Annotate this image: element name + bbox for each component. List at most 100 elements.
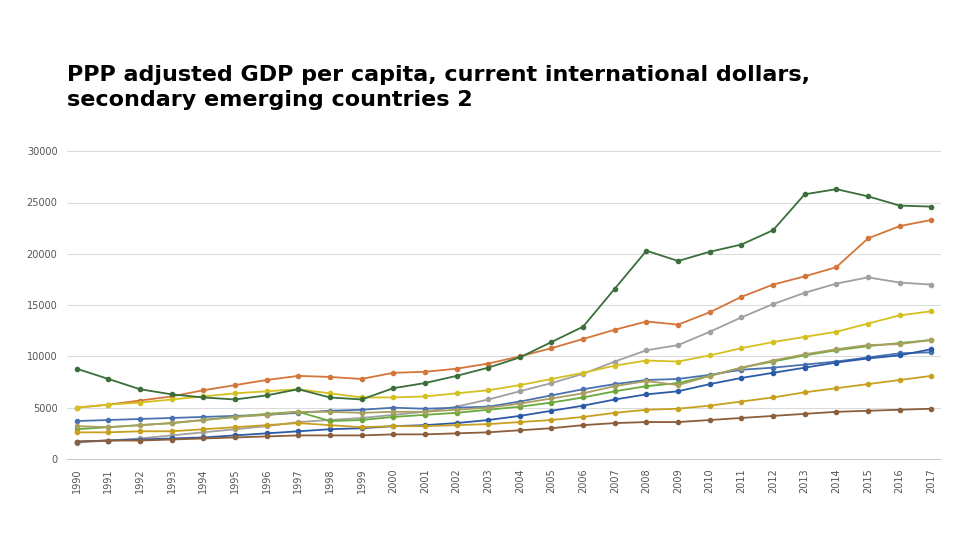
Philippines — [830, 385, 842, 392]
Russian Federation — [71, 366, 83, 372]
Text: PPP adjusted GDP per capita, current international dollars,
secondary emerging c: PPP adjusted GDP per capita, current int… — [67, 65, 810, 110]
Russian Federation — [420, 380, 431, 386]
Pakistan — [71, 438, 83, 445]
India — [71, 438, 83, 445]
Pakistan — [166, 436, 178, 443]
Russian Federation — [830, 186, 842, 192]
Indonesia — [862, 343, 874, 349]
Pakistan — [420, 431, 431, 437]
Colombia — [735, 345, 747, 352]
Philippines — [862, 381, 874, 387]
Philippines — [103, 429, 114, 436]
Indonesia — [103, 424, 114, 430]
Russian Federation — [324, 394, 336, 401]
China — [577, 370, 588, 377]
Philippines — [134, 428, 146, 435]
Russian Federation — [261, 392, 273, 399]
Chile — [166, 393, 178, 400]
Pakistan — [799, 410, 810, 417]
Russian Federation — [198, 394, 209, 401]
Pakistan — [925, 406, 937, 412]
Peru — [704, 373, 715, 379]
Peru — [830, 346, 842, 353]
Egypt, Arab Rep. — [545, 392, 557, 399]
Philippines — [577, 414, 588, 420]
India — [640, 391, 652, 397]
Russian Federation — [166, 391, 178, 397]
Egypt, Arab Rep. — [799, 361, 810, 368]
India — [799, 364, 810, 371]
Russian Federation — [103, 376, 114, 382]
Chile — [925, 217, 937, 223]
Colombia — [704, 352, 715, 359]
Indonesia — [324, 418, 336, 424]
Egypt, Arab Rep. — [894, 350, 905, 356]
China — [229, 426, 241, 433]
Indonesia — [483, 407, 494, 413]
Indonesia — [388, 414, 399, 420]
Colombia — [229, 390, 241, 396]
Colombia — [420, 393, 431, 400]
Pakistan — [735, 415, 747, 421]
Peru — [71, 423, 83, 429]
Pakistan — [388, 431, 399, 437]
Pakistan — [261, 433, 273, 440]
Egypt, Arab Rep. — [166, 415, 178, 421]
Russian Federation — [483, 364, 494, 371]
Russian Federation — [356, 396, 368, 403]
India — [862, 355, 874, 362]
Pakistan — [640, 419, 652, 426]
Pakistan — [704, 417, 715, 423]
China — [799, 289, 810, 296]
Pakistan — [830, 409, 842, 415]
China — [293, 419, 304, 426]
Russian Federation — [894, 202, 905, 209]
Chile — [514, 353, 525, 360]
Indonesia — [356, 417, 368, 423]
Chile — [388, 369, 399, 376]
Line: Pakistan: Pakistan — [75, 407, 933, 444]
Indonesia — [640, 383, 652, 389]
India — [451, 420, 463, 427]
Line: Indonesia: Indonesia — [75, 338, 933, 431]
China — [261, 423, 273, 429]
Pakistan — [894, 407, 905, 413]
India — [356, 425, 368, 431]
Russian Federation — [799, 191, 810, 198]
Egypt, Arab Rep. — [735, 367, 747, 373]
India — [324, 426, 336, 433]
Colombia — [925, 308, 937, 314]
Chile — [672, 321, 684, 328]
Peru — [767, 357, 779, 364]
Pakistan — [293, 432, 304, 438]
Chile — [324, 374, 336, 380]
Colombia — [324, 390, 336, 396]
Philippines — [356, 424, 368, 430]
Philippines — [799, 389, 810, 395]
China — [420, 409, 431, 415]
Peru — [545, 395, 557, 402]
Colombia — [134, 400, 146, 406]
Russian Federation — [925, 204, 937, 210]
Indonesia — [545, 400, 557, 406]
India — [577, 402, 588, 409]
China — [514, 388, 525, 395]
Chile — [356, 376, 368, 382]
Russian Federation — [293, 386, 304, 393]
Peru — [640, 378, 652, 384]
Chile — [483, 360, 494, 367]
Indonesia — [704, 373, 715, 379]
Indonesia — [767, 359, 779, 365]
India — [672, 388, 684, 395]
Egypt, Arab Rep. — [420, 406, 431, 412]
Colombia — [577, 369, 588, 376]
China — [830, 280, 842, 287]
China — [894, 279, 905, 286]
Indonesia — [830, 347, 842, 354]
Indonesia — [577, 394, 588, 401]
Peru — [672, 382, 684, 388]
Philippines — [704, 402, 715, 409]
Indonesia — [261, 410, 273, 417]
Chile — [261, 377, 273, 383]
Egypt, Arab Rep. — [324, 408, 336, 414]
